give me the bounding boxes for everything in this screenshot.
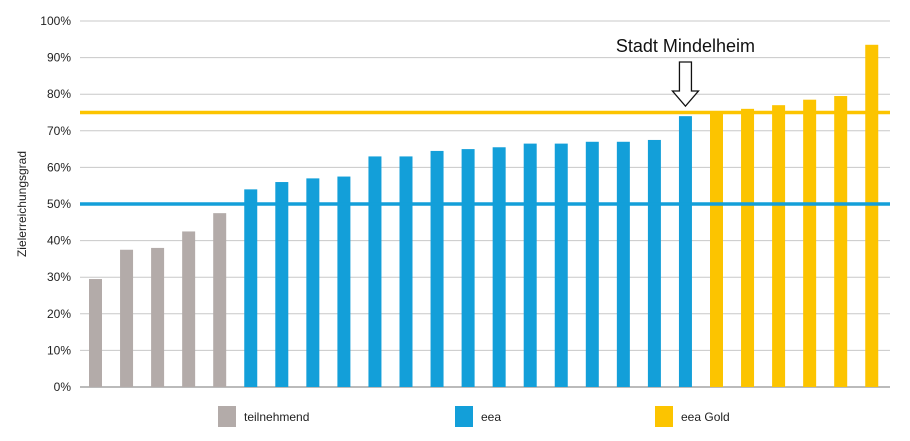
legend-label: eea xyxy=(481,410,501,424)
bar xyxy=(710,112,723,387)
bar xyxy=(492,147,506,387)
y-tick-label: 90% xyxy=(47,51,71,65)
bar xyxy=(213,213,227,387)
bar xyxy=(461,149,475,387)
y-tick-label: 20% xyxy=(47,307,71,321)
bar xyxy=(275,182,289,387)
bar xyxy=(647,139,661,387)
bar xyxy=(306,178,320,387)
y-tick-label: 50% xyxy=(47,197,71,211)
bar xyxy=(772,105,786,388)
y-tick-label: 100% xyxy=(40,14,71,28)
bar xyxy=(865,44,879,387)
bar xyxy=(120,249,134,387)
legend: teilnehmend eea eea Gold xyxy=(218,406,730,427)
bar xyxy=(399,156,413,387)
legend-label: teilnehmend xyxy=(244,410,309,424)
y-tick-label: 30% xyxy=(47,270,71,284)
y-tick-label: 40% xyxy=(47,234,71,248)
y-tick-label: 70% xyxy=(47,124,71,138)
bar xyxy=(337,176,351,387)
y-axis: 0% 10% 20% 30% 40% 50% 60% 70% 80% 90% 100% xyxy=(40,14,71,394)
annotation: Stadt Mindelheim xyxy=(616,36,755,108)
bar xyxy=(554,143,568,387)
bar xyxy=(741,108,755,387)
y-tick-label: 60% xyxy=(47,160,71,174)
bar xyxy=(182,231,196,387)
legend-swatch xyxy=(655,406,673,427)
bar xyxy=(368,156,382,387)
annotation-label: Stadt Mindelheim xyxy=(616,36,755,56)
legend-swatch xyxy=(455,406,473,427)
bar xyxy=(803,99,817,387)
bar xyxy=(244,189,258,387)
legend-label: eea Gold xyxy=(681,410,730,424)
bar xyxy=(89,279,102,387)
down-arrow-icon xyxy=(671,61,700,108)
bar xyxy=(151,247,165,387)
y-tick-label: 80% xyxy=(47,87,71,101)
y-tick-label: 10% xyxy=(47,343,71,357)
bar xyxy=(523,143,537,387)
reference-lines xyxy=(80,110,890,206)
bar xyxy=(616,141,630,387)
bar xyxy=(430,150,444,387)
bar xyxy=(834,96,848,387)
y-tick-label: 0% xyxy=(54,380,72,394)
bar xyxy=(678,116,692,387)
legend-swatch xyxy=(218,406,236,427)
bars xyxy=(89,44,879,388)
y-axis-label: Zielerreichungsgrad xyxy=(15,151,29,257)
bar xyxy=(585,141,599,387)
